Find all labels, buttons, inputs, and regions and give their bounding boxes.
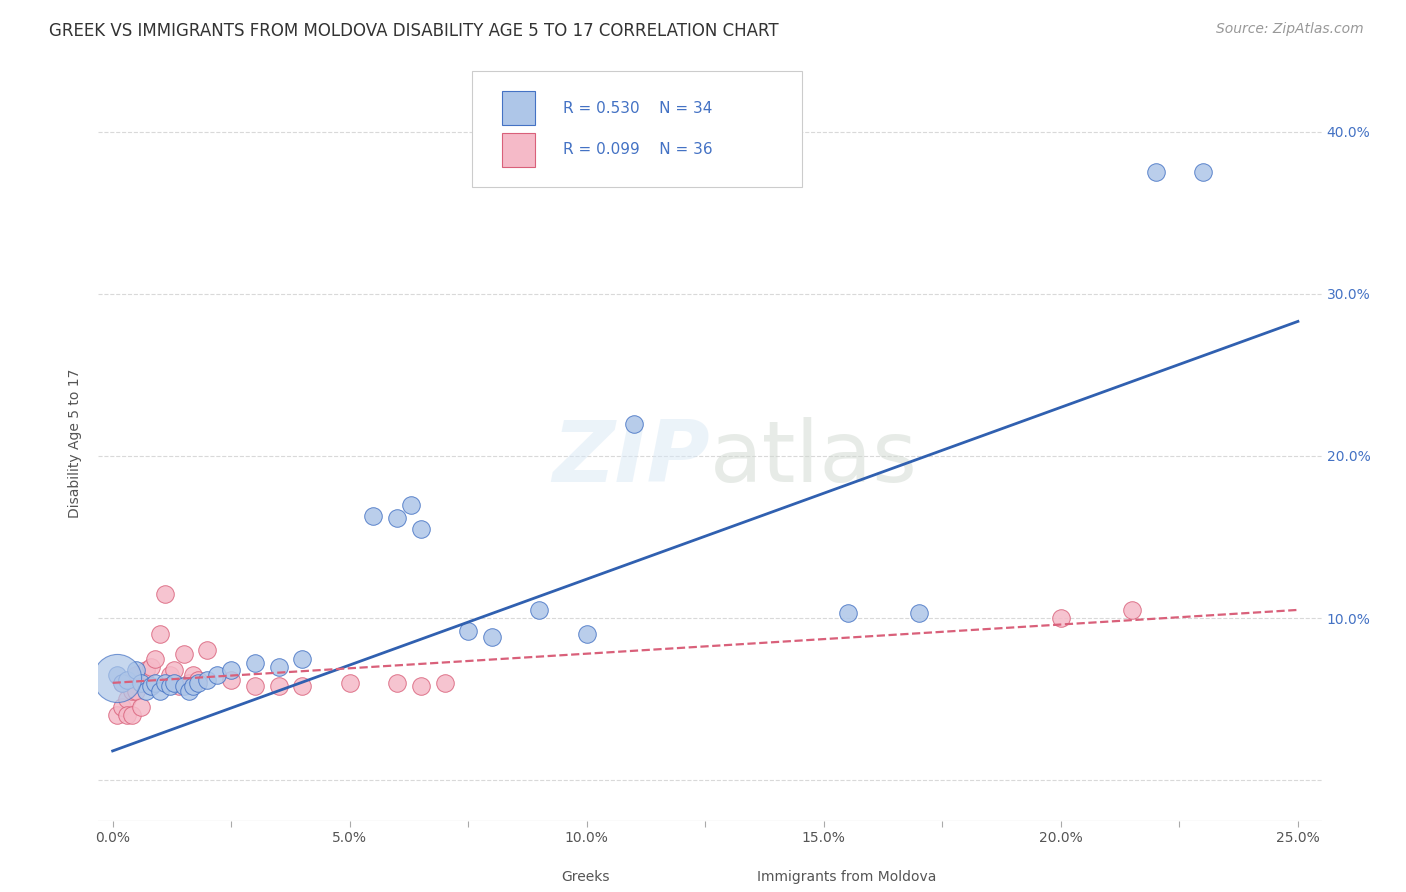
Point: [125, 663, 148, 677]
Point: [219, 663, 242, 677]
Point: [159, 667, 181, 681]
Point: [197, 643, 219, 657]
Text: ZIP: ZIP: [553, 417, 710, 500]
Point: [125, 684, 148, 698]
Point: [363, 508, 385, 523]
Point: [409, 522, 432, 536]
Text: Immigrants from Moldova: Immigrants from Moldova: [756, 871, 936, 884]
Point: [121, 684, 143, 698]
Point: [115, 673, 138, 687]
Point: [291, 679, 314, 693]
Text: atlas: atlas: [710, 417, 918, 500]
Point: [153, 587, 176, 601]
Point: [205, 667, 228, 681]
Point: [187, 676, 209, 690]
Point: [115, 708, 138, 723]
FancyBboxPatch shape: [710, 866, 747, 888]
Point: [111, 676, 134, 690]
Point: [167, 679, 190, 693]
Point: [243, 679, 266, 693]
Point: [163, 676, 186, 690]
Point: [267, 659, 290, 673]
Point: [177, 684, 200, 698]
Point: [409, 679, 432, 693]
Point: [267, 679, 290, 693]
Y-axis label: Disability Age 5 to 17: Disability Age 5 to 17: [69, 369, 83, 518]
Point: [173, 647, 195, 661]
Point: [121, 708, 143, 723]
Point: [457, 624, 479, 638]
Point: [139, 679, 162, 693]
FancyBboxPatch shape: [471, 70, 801, 187]
Point: [385, 510, 408, 524]
Point: [219, 673, 242, 687]
Point: [1192, 165, 1215, 179]
Point: [197, 673, 219, 687]
Point: [907, 606, 929, 620]
Point: [149, 684, 172, 698]
Text: Greeks: Greeks: [561, 871, 609, 884]
Point: [339, 676, 361, 690]
Point: [163, 663, 186, 677]
Point: [1144, 165, 1167, 179]
Point: [159, 679, 181, 693]
Point: [135, 684, 157, 698]
Point: [111, 676, 134, 690]
Point: [125, 667, 148, 681]
Point: [181, 679, 204, 693]
Point: [153, 676, 176, 690]
Point: [135, 663, 157, 677]
Point: [143, 651, 166, 665]
Point: [149, 627, 172, 641]
Point: [481, 631, 503, 645]
Point: [135, 676, 157, 690]
Point: [177, 676, 200, 690]
Point: [129, 700, 152, 714]
Point: [575, 627, 598, 641]
Point: [129, 676, 152, 690]
Point: [105, 671, 128, 685]
Point: [173, 679, 195, 693]
Point: [243, 657, 266, 671]
Point: [143, 676, 166, 690]
FancyBboxPatch shape: [502, 133, 536, 167]
Point: [139, 659, 162, 673]
Point: [129, 676, 152, 690]
Point: [529, 603, 551, 617]
Point: [401, 498, 423, 512]
Point: [291, 651, 314, 665]
Point: [105, 667, 128, 681]
Text: GREEK VS IMMIGRANTS FROM MOLDOVA DISABILITY AGE 5 TO 17 CORRELATION CHART: GREEK VS IMMIGRANTS FROM MOLDOVA DISABIL…: [49, 22, 779, 40]
Point: [385, 676, 408, 690]
FancyBboxPatch shape: [502, 91, 536, 125]
FancyBboxPatch shape: [515, 866, 551, 888]
Text: R = 0.099    N = 36: R = 0.099 N = 36: [564, 143, 713, 157]
Text: Source: ZipAtlas.com: Source: ZipAtlas.com: [1216, 22, 1364, 37]
Point: [433, 676, 456, 690]
Point: [1121, 603, 1143, 617]
Point: [111, 700, 134, 714]
Point: [837, 606, 859, 620]
Point: [115, 692, 138, 706]
Point: [105, 708, 128, 723]
Text: R = 0.530    N = 34: R = 0.530 N = 34: [564, 101, 713, 116]
Point: [181, 667, 204, 681]
Point: [623, 417, 645, 431]
Point: [187, 673, 209, 687]
Point: [139, 679, 162, 693]
Point: [1050, 611, 1073, 625]
